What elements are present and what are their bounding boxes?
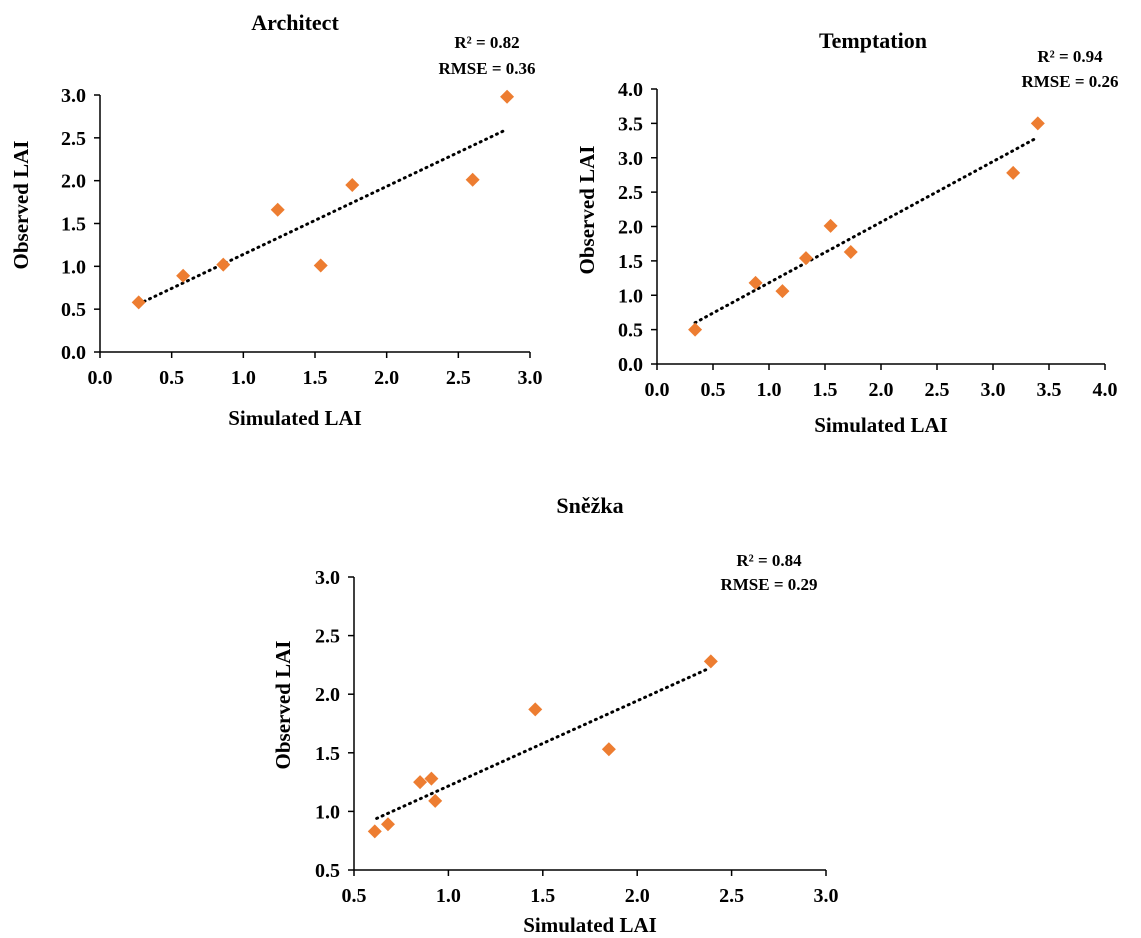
chart-title: Sněžka [556,493,623,518]
x-tick-label: 2.5 [719,885,744,907]
chart-3: Sněžka R² = 0.84 RMSE = 0.29 0.5 1.0 1.5 2.0 2.… [271,493,839,937]
y-tick-label: 2.5 [61,128,86,150]
x-axis-label: Simulated LAI [228,406,362,430]
y-tick-label: 1.0 [315,801,340,823]
y-tick-label: 2.5 [315,626,340,648]
data-point [500,89,515,104]
trendline [693,137,1038,325]
x-tick-label: 1.0 [757,379,782,401]
data-point [775,284,790,299]
x-tick-label: 2.0 [374,367,399,389]
y-tick-label: 0.5 [61,299,86,321]
r-squared-label: R² = 0.94 [1037,47,1103,66]
rmse-label: RMSE = 0.36 [438,59,535,78]
y-tick-label: 3.0 [618,148,643,170]
x-tick-label: 2.0 [625,885,650,907]
chart-title: Temptation [819,28,927,53]
x-tick-label: 1.5 [530,885,555,907]
x-tick-label: 0.5 [159,367,184,389]
data-point [424,771,439,786]
x-axis-label: Simulated LAI [814,413,948,437]
y-tick-label: 0.5 [315,860,340,882]
data-point [313,258,328,273]
y-tick-label: 3.0 [315,567,340,589]
y-tick-label: 1.5 [61,214,86,236]
y-tick-label: 0.5 [618,320,643,342]
trendline [137,127,509,306]
x-tick-label: 3.0 [814,885,839,907]
x-tick-label: 2.5 [925,379,950,401]
data-point [216,257,231,272]
x-tick-label: 3.5 [1037,379,1062,401]
data-point [380,817,395,832]
r-squared-label: R² = 0.82 [454,33,519,52]
y-axis-label: Observed LAI [575,146,599,275]
r-squared-label: R² = 0.84 [736,551,802,570]
y-tick-label: 2.0 [315,684,340,706]
y-tick-label: 3.0 [61,85,86,107]
y-axis-label: Observed LAI [271,641,295,770]
x-tick-label: 1.0 [231,367,256,389]
y-tick-label: 1.5 [315,743,340,765]
y-tick-label: 1.5 [618,251,643,273]
data-point [345,177,360,192]
x-tick-label: 1.0 [436,885,461,907]
data-point [1006,165,1021,180]
y-tick-label: 2.0 [618,217,643,239]
data-point [367,824,382,839]
y-tick-label: 1.0 [61,256,86,278]
data-point [823,218,838,233]
y-tick-label: 0.0 [61,342,86,364]
data-point [748,275,763,290]
y-tick-label: 2.0 [61,171,86,193]
trendline [375,666,711,820]
x-tick-label: 1.5 [303,367,328,389]
rmse-label: RMSE = 0.29 [720,575,817,594]
x-tick-label: 0.0 [88,367,113,389]
x-tick-label: 0.5 [342,885,367,907]
x-tick-label: 2.5 [446,367,471,389]
data-point [843,244,858,259]
x-tick-label: 4.0 [1093,379,1118,401]
data-point [601,742,616,757]
x-tick-label: 0.0 [645,379,670,401]
y-tick-label: 2.5 [618,182,643,204]
x-tick-label: 3.0 [518,367,543,389]
x-tick-label: 0.5 [701,379,726,401]
y-tick-label: 0.0 [618,354,643,376]
data-point [428,793,443,808]
data-point [688,322,703,337]
y-tick-label: 3.5 [618,113,643,135]
chart-2: Temptation R² = 0.94 RMSE = 0.26 0.0 0.5 1.0 1… [575,28,1119,437]
x-tick-label: 2.0 [869,379,894,401]
y-tick-label: 1.0 [618,285,643,307]
y-tick-label: 4.0 [618,79,643,101]
chart-1: Architect R² = 0.82 RMSE = 0.36 0.0 0.5 1.0 1.… [9,10,543,430]
data-point [131,295,146,310]
rmse-label: RMSE = 0.26 [1021,72,1118,91]
data-point [528,702,543,717]
x-axis-label: Simulated LAI [523,913,657,937]
data-point [798,251,813,266]
y-axis-label: Observed LAI [9,141,33,270]
data-point [413,775,428,790]
x-tick-label: 3.0 [981,379,1006,401]
data-point [1030,116,1045,131]
data-point [270,202,285,217]
x-tick-label: 1.5 [813,379,838,401]
data-point [465,172,480,187]
data-point [703,654,718,669]
data-point [176,268,191,283]
chart-title: Architect [251,10,339,35]
